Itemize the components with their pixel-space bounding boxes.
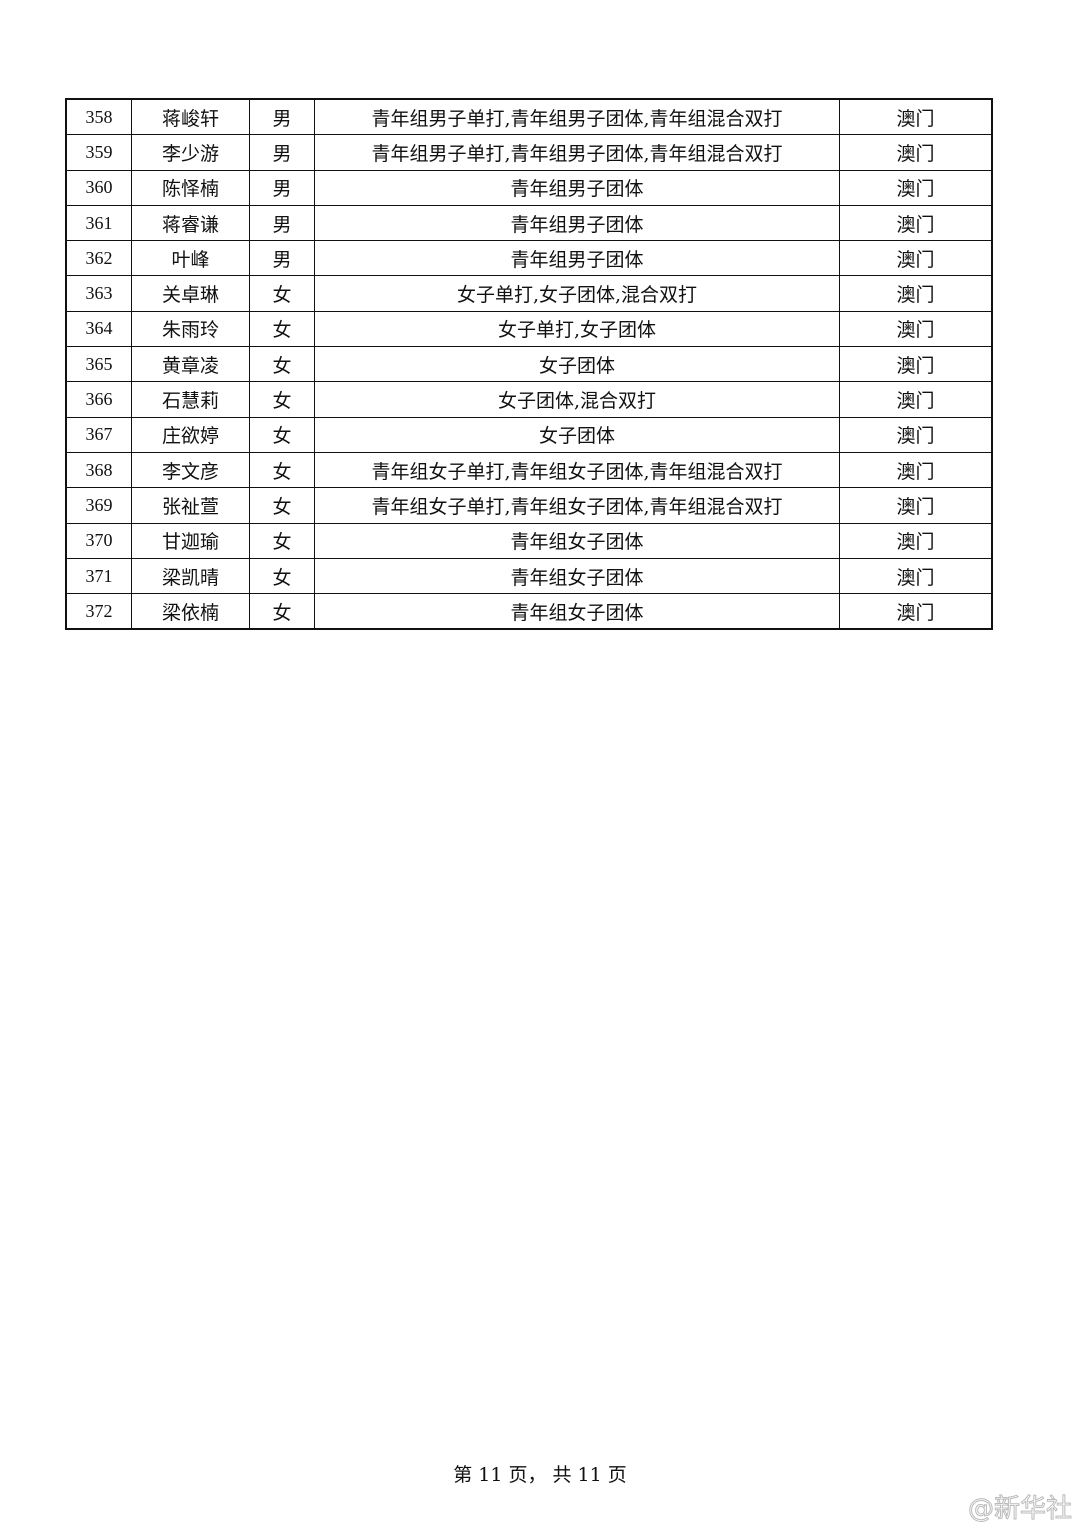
row-number-cell: 371 [65, 557, 132, 595]
athlete-name-cell: 朱雨玲 [131, 310, 250, 348]
athlete-name-cell: 张祉萱 [131, 487, 250, 524]
table-row: 365 黄章凌女女子团体 澳门 [65, 346, 993, 383]
events-cell: 青年组男子团体 [314, 169, 840, 206]
gender-cell: 女 [249, 310, 315, 348]
region-cell: 澳门 [839, 240, 993, 277]
row-number-cell: 360 [65, 169, 132, 206]
row-number-cell: 366 [65, 381, 132, 418]
row-number-cell: 361 [65, 204, 132, 242]
events-cell: 青年组男子团体 [314, 204, 840, 242]
region-cell: 澳门 [839, 487, 993, 524]
events-cell: 青年组女子团体 [314, 522, 840, 559]
gender-cell: 女 [249, 416, 315, 453]
row-number-cell: 368 [65, 451, 132, 489]
table-row: 359 李少游男青年组男子单打,青年组男子团体,青年组混合双打 澳门 [65, 134, 993, 171]
events-cell: 女子团体,混合双打 [314, 381, 840, 418]
athlete-name-cell: 关卓琳 [131, 275, 250, 312]
table-row: 368 李文彦女青年组女子单打,青年组女子团体,青年组混合双打 澳门 [65, 451, 993, 489]
region-cell: 澳门 [839, 346, 993, 383]
gender-cell: 男 [249, 134, 315, 171]
gender-cell: 女 [249, 557, 315, 595]
table-row: 371 梁凯晴女青年组女子团体 澳门 [65, 557, 993, 595]
table-row: 367 庄欲婷女女子团体 澳门 [65, 416, 993, 453]
athlete-name-cell: 石慧莉 [131, 381, 250, 418]
events-cell: 青年组女子团体 [314, 593, 840, 630]
table-row: 366 石慧莉女女子团体,混合双打 澳门 [65, 381, 993, 418]
region-cell: 澳门 [839, 416, 993, 453]
row-number-cell: 363 [65, 275, 132, 312]
athlete-name-cell: 叶峰 [131, 240, 250, 277]
events-cell: 青年组女子团体 [314, 557, 840, 595]
gender-cell: 男 [249, 98, 315, 136]
events-cell: 青年组男子单打,青年组男子团体,青年组混合双打 [314, 98, 840, 136]
athlete-name-cell: 庄欲婷 [131, 416, 250, 453]
row-number-cell: 372 [65, 593, 132, 630]
events-cell: 女子团体 [314, 346, 840, 383]
gender-cell: 女 [249, 522, 315, 559]
row-number-cell: 365 [65, 346, 132, 383]
gender-cell: 女 [249, 275, 315, 312]
region-cell: 澳门 [839, 98, 993, 136]
gender-cell: 男 [249, 169, 315, 206]
gender-cell: 女 [249, 487, 315, 524]
table-row: 369 张祉萱女青年组女子单打,青年组女子团体,青年组混合双打 澳门 [65, 487, 993, 524]
table-row: 362 叶峰男青年组男子团体 澳门 [65, 240, 993, 277]
athlete-name-cell: 陈怿楠 [131, 169, 250, 206]
events-cell: 青年组男子单打,青年组男子团体,青年组混合双打 [314, 134, 840, 171]
gender-cell: 男 [249, 204, 315, 242]
region-cell: 澳门 [839, 275, 993, 312]
athlete-name-cell: 梁依楠 [131, 593, 250, 630]
region-cell: 澳门 [839, 557, 993, 595]
region-cell: 澳门 [839, 451, 993, 489]
table-row: 358 蒋峻轩男青年组男子单打,青年组男子团体,青年组混合双打 澳门 [65, 98, 993, 136]
row-number-cell: 358 [65, 98, 132, 136]
region-cell: 澳门 [839, 134, 993, 171]
athlete-name-cell: 李少游 [131, 134, 250, 171]
gender-cell: 女 [249, 593, 315, 630]
table-row: 370 甘迦瑜女青年组女子团体 澳门 [65, 522, 993, 559]
events-cell: 青年组女子单打,青年组女子团体,青年组混合双打 [314, 487, 840, 524]
events-cell: 女子单打,女子团体 [314, 310, 840, 348]
table-row: 363 关卓琳女女子单打,女子团体,混合双打 澳门 [65, 275, 993, 312]
gender-cell: 女 [249, 381, 315, 418]
athlete-name-cell: 黄章凌 [131, 346, 250, 383]
row-number-cell: 370 [65, 522, 132, 559]
gender-cell: 女 [249, 346, 315, 383]
row-number-cell: 369 [65, 487, 132, 524]
region-cell: 澳门 [839, 522, 993, 559]
watermark: @新华社 [967, 1494, 1072, 1525]
page-number: 第 11 页， 共 11 页 [453, 1464, 627, 1486]
athlete-name-cell: 蒋睿谦 [131, 204, 250, 242]
table-row: 364 朱雨玲女女子单打,女子团体 澳门 [65, 310, 993, 348]
athlete-name-cell: 李文彦 [131, 451, 250, 489]
events-cell: 青年组男子团体 [314, 240, 840, 277]
table-row: 360 陈怿楠男青年组男子团体 澳门 [65, 169, 993, 206]
region-cell: 澳门 [839, 169, 993, 206]
row-number-cell: 364 [65, 310, 132, 348]
gender-cell: 男 [249, 240, 315, 277]
athlete-name-cell: 梁凯晴 [131, 557, 250, 595]
athlete-name-cell: 甘迦瑜 [131, 522, 250, 559]
region-cell: 澳门 [839, 310, 993, 348]
region-cell: 澳门 [839, 593, 993, 630]
athlete-table: 358 蒋峻轩男青年组男子单打,青年组男子团体,青年组混合双打 澳门 359 李少游男青… [65, 98, 993, 631]
athlete-name-cell: 蒋峻轩 [131, 98, 250, 136]
table-row: 361 蒋睿谦男青年组男子团体 澳门 [65, 204, 993, 242]
region-cell: 澳门 [839, 204, 993, 242]
events-cell: 女子单打,女子团体,混合双打 [314, 275, 840, 312]
region-cell: 澳门 [839, 381, 993, 418]
events-cell: 女子团体 [314, 416, 840, 453]
events-cell: 青年组女子单打,青年组女子团体,青年组混合双打 [314, 451, 840, 489]
table-row: 372 梁依楠女青年组女子团体 澳门 [65, 593, 993, 630]
row-number-cell: 367 [65, 416, 132, 453]
row-number-cell: 362 [65, 240, 132, 277]
gender-cell: 女 [249, 451, 315, 489]
row-number-cell: 359 [65, 134, 132, 171]
